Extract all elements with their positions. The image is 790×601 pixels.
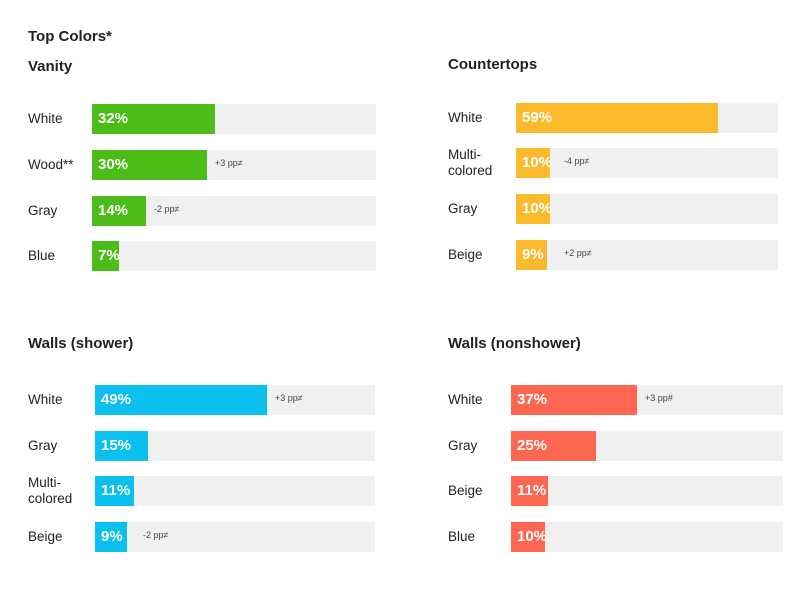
bar: 37%: [511, 385, 637, 415]
bar: 32%: [92, 104, 215, 134]
data-label: 59%: [522, 109, 553, 126]
bar: 9%: [516, 240, 547, 270]
bar: 15%: [95, 431, 148, 461]
change-annotation: +3 pp≠: [215, 158, 243, 168]
data-label: 37%: [517, 391, 548, 408]
category-label: White: [448, 110, 483, 125]
bar-track: 10%: [516, 194, 778, 224]
chart-title: Walls (nonshower): [448, 335, 581, 352]
category-label: Blue: [448, 529, 476, 544]
category-label: Gray: [28, 203, 58, 218]
bar-row: White 59%: [448, 102, 790, 134]
bar-row: Wood** 30% +3 pp≠: [28, 149, 378, 181]
data-label: 49%: [101, 391, 132, 408]
bar-track: 10%: [511, 522, 783, 552]
bar: 7%: [92, 241, 120, 271]
bar-track: 9% -2 pp≠: [95, 522, 375, 552]
bar-row: Gray 25%: [448, 430, 790, 462]
bar: 25%: [511, 431, 596, 461]
change-annotation: +2 pp≠: [564, 248, 592, 258]
bar-track: 15%: [95, 431, 375, 461]
bar-row: White 32%: [28, 103, 378, 135]
chart-title: Vanity: [28, 58, 73, 75]
bar-track: 11%: [511, 476, 783, 506]
bar-track: 25%: [511, 431, 783, 461]
change-annotation: -2 pp≠: [154, 204, 180, 214]
bar-row: Gray 14% -2 pp≠: [28, 195, 378, 227]
bar-row: Gray 10%: [448, 193, 790, 225]
change-annotation: -2 pp≠: [143, 530, 169, 540]
bar: 10%: [516, 148, 553, 178]
bar: 10%: [511, 522, 548, 552]
category-label: Gray: [448, 438, 478, 453]
bar-row: Beige 11%: [448, 475, 790, 507]
bar: 9%: [95, 522, 127, 552]
bar-row: Beige 9% -2 pp≠: [28, 521, 378, 553]
data-label: 7%: [98, 247, 120, 264]
data-label: 32%: [98, 110, 129, 127]
bar-row: Multi- colored 10% -4 pp≠: [448, 147, 790, 179]
bar-track: 32%: [92, 104, 376, 134]
page-title: Top Colors*: [28, 28, 112, 45]
bar-track: 30% +3 pp≠: [92, 150, 376, 180]
category-label: Multi- colored: [448, 147, 493, 178]
category-label: White: [448, 392, 483, 407]
data-label: 10%: [517, 528, 548, 545]
bar: 11%: [95, 476, 134, 506]
bar-row: White 49% +3 pp≠: [28, 384, 378, 416]
category-label: Beige: [28, 529, 63, 544]
bar-track: 14% -2 pp≠: [92, 196, 376, 226]
bar-row: Multi- colored 11%: [28, 475, 378, 507]
data-label: 25%: [517, 437, 548, 454]
bar-row: White 37% +3 pp#: [448, 384, 790, 416]
data-label: 9%: [101, 528, 123, 545]
chart-title: Walls (shower): [28, 335, 134, 352]
data-label: 10%: [522, 154, 553, 171]
data-label: 15%: [101, 437, 132, 454]
chart-title: Countertops: [448, 56, 538, 73]
category-label: Wood**: [28, 157, 74, 172]
category-label: Beige: [448, 483, 483, 498]
data-label: 14%: [98, 202, 129, 219]
category-label: Gray: [28, 438, 58, 453]
change-annotation: +3 pp≠: [275, 393, 303, 403]
category-label: Multi- colored: [28, 475, 73, 506]
category-label: Blue: [28, 248, 56, 263]
bar: 30%: [92, 150, 207, 180]
category-label: Beige: [448, 247, 483, 262]
bar-row: Blue 10%: [448, 521, 790, 553]
data-label: 9%: [522, 246, 544, 263]
bar-track: 10% -4 pp≠: [516, 148, 778, 178]
bar-track: 49% +3 pp≠: [95, 385, 375, 415]
bar: 49%: [95, 385, 267, 415]
bar: 10%: [516, 194, 553, 224]
category-label: Gray: [448, 201, 478, 216]
bar-row: Gray 15%: [28, 430, 378, 462]
bar-row: Blue 7%: [28, 240, 378, 272]
change-annotation: +3 pp#: [645, 393, 673, 403]
data-label: 11%: [101, 482, 131, 499]
change-annotation: -4 pp≠: [564, 156, 590, 166]
bar-track: 7%: [92, 241, 376, 271]
bar-track: 59%: [516, 103, 778, 133]
bar: 59%: [516, 103, 718, 133]
category-label: White: [28, 111, 63, 126]
bar-track: 37% +3 pp#: [511, 385, 783, 415]
bar-track: 9% +2 pp≠: [516, 240, 778, 270]
data-label: 10%: [522, 200, 553, 217]
data-label: 30%: [98, 156, 129, 173]
bar-track: 11%: [95, 476, 375, 506]
data-label: 11%: [517, 482, 547, 499]
bar-row: Beige 9% +2 pp≠: [448, 239, 790, 271]
bar: 11%: [511, 476, 548, 506]
category-label: White: [28, 392, 63, 407]
bar: 14%: [92, 196, 146, 226]
